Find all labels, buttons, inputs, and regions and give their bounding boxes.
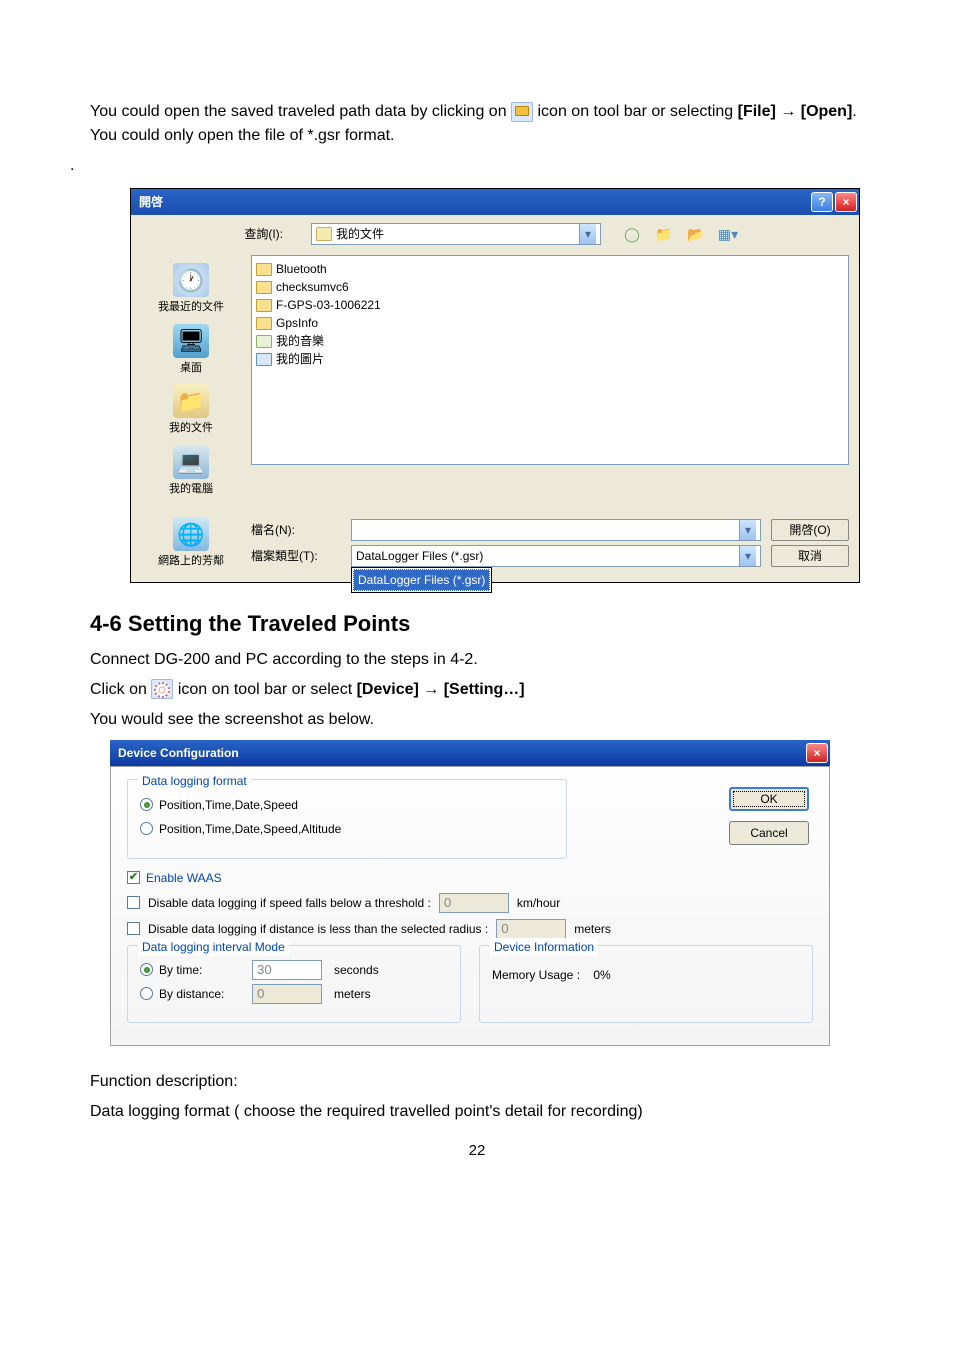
close-button[interactable]: × xyxy=(806,743,828,763)
file-item[interactable]: F-GPS-03-1006221 xyxy=(256,296,844,314)
stray-dot: . xyxy=(70,157,74,174)
up-icon[interactable]: 📁 xyxy=(653,223,675,245)
folder-icon xyxy=(256,281,272,294)
device-dialog-titlebar: Device Configuration × xyxy=(110,740,830,766)
help-button[interactable]: ? xyxy=(811,192,833,212)
music-folder-icon xyxy=(256,335,272,348)
checkbox-icon: ✔ xyxy=(127,871,140,884)
radio-icon xyxy=(140,798,153,811)
checkbox-disable-distance[interactable]: Disable data logging if distance is less… xyxy=(127,919,813,939)
open-button[interactable]: 開啓(O) xyxy=(771,519,849,541)
by-time-input[interactable] xyxy=(252,960,322,980)
filename-input[interactable]: ▾ xyxy=(351,519,761,541)
radio-icon xyxy=(140,987,153,1000)
filename-label: 檔名(N): xyxy=(251,521,341,539)
open-file-dialog: 開啓 ? × 查詢(I): 我的文件 ▾ ◯ 📁 📂 ▦▾ 🕐 我最近的文件 xyxy=(130,188,860,583)
function-desc-label: Function description: xyxy=(90,1070,864,1094)
new-folder-icon[interactable]: 📂 xyxy=(685,223,707,245)
cancel-button[interactable]: Cancel xyxy=(729,821,809,845)
chevron-down-icon: ▾ xyxy=(739,546,756,566)
filetype-dropdown[interactable]: DataLogger Files (*.gsr) ▾ DataLogger Fi… xyxy=(351,545,761,567)
section-heading: 4-6 Setting the Traveled Points xyxy=(90,607,864,640)
checkbox-icon xyxy=(127,896,140,909)
file-item[interactable]: 我的音樂 xyxy=(256,332,844,350)
network-icon: 🌐 xyxy=(173,517,209,551)
cancel-button[interactable]: 取消 xyxy=(771,545,849,567)
format-group-title: Data logging format xyxy=(138,772,251,790)
memory-usage-row: Memory Usage : 0% xyxy=(492,966,800,984)
filetype-option[interactable]: DataLogger Files (*.gsr) xyxy=(353,569,490,591)
file-item[interactable]: 我的圖片 xyxy=(256,350,844,368)
interval-group-title: Data logging interval Mode xyxy=(138,938,289,956)
by-distance-input[interactable] xyxy=(252,984,322,1004)
recent-icon: 🕐 xyxy=(173,263,209,297)
file-menu-text: [File] xyxy=(738,103,776,120)
computer-icon: 💻 xyxy=(173,445,209,479)
section-line1: Connect DG-200 and PC according to the s… xyxy=(90,648,864,672)
radio-icon xyxy=(140,822,153,835)
section-line3: You would see the screenshot as below. xyxy=(90,708,864,732)
look-in-dropdown[interactable]: 我的文件 ▾ xyxy=(311,223,601,245)
place-desktop[interactable]: 🖥 桌面 xyxy=(141,322,241,379)
docs-icon: 📁 xyxy=(173,384,209,418)
file-item[interactable]: GpsInfo xyxy=(256,314,844,332)
view-menu-icon[interactable]: ▦▾ xyxy=(717,223,739,245)
data-logging-desc: Data logging format ( choose the require… xyxy=(90,1100,864,1124)
open-dialog-title: 開啓 xyxy=(139,193,163,211)
place-computer[interactable]: 💻 我的電腦 xyxy=(141,443,241,500)
device-config-dialog: Device Configuration × OK Cancel Data lo… xyxy=(110,740,830,1046)
file-item[interactable]: checksumvc6 xyxy=(256,278,844,296)
radio-icon xyxy=(140,963,153,976)
open-folder-icon xyxy=(511,102,533,122)
radio-position-speed[interactable]: Position,Time,Date,Speed xyxy=(140,796,554,814)
nav-icons: ◯ 📁 📂 ▦▾ xyxy=(621,223,739,245)
look-in-value: 我的文件 xyxy=(336,225,384,243)
chevron-down-icon: ▾ xyxy=(739,520,756,540)
folder-icon xyxy=(256,263,272,276)
device-info-group-title: Device Information xyxy=(490,938,598,956)
folder-icon xyxy=(316,227,332,241)
section-line2: Click on icon on tool bar or select [Dev… xyxy=(90,678,864,702)
intro-part1: You could open the saved traveled path d… xyxy=(90,103,511,120)
settings-gear-icon xyxy=(151,679,173,699)
chevron-down-icon: ▾ xyxy=(579,224,596,244)
place-network[interactable]: 🌐 網路上的芳鄰 xyxy=(141,515,241,572)
radio-position-altitude[interactable]: Position,Time,Date,Speed,Altitude xyxy=(140,820,554,838)
open-dialog-main: 🕐 我最近的文件 🖥 桌面 📁 我的文件 💻 我的電腦 Bluetooth xyxy=(131,251,859,515)
place-recent[interactable]: 🕐 我最近的文件 xyxy=(141,261,241,318)
file-list[interactable]: Bluetooth checksumvc6 F-GPS-03-1006221 G… xyxy=(251,255,849,465)
page-number: 22 xyxy=(90,1140,864,1163)
checkbox-disable-speed[interactable]: Disable data logging if speed falls belo… xyxy=(127,893,813,913)
place-docs[interactable]: 📁 我的文件 xyxy=(141,382,241,439)
folder-icon xyxy=(256,299,272,312)
folder-icon xyxy=(256,317,272,330)
open-dialog-titlebar: 開啓 ? × xyxy=(131,189,859,215)
radio-by-distance[interactable]: By distance: xyxy=(140,985,240,1003)
radio-by-time[interactable]: By time: xyxy=(140,961,240,979)
back-icon[interactable]: ◯ xyxy=(621,223,643,245)
checkbox-enable-waas[interactable]: ✔ Enable WAAS xyxy=(127,869,813,887)
close-button[interactable]: × xyxy=(835,192,857,212)
file-item[interactable]: Bluetooth xyxy=(256,260,844,278)
checkbox-icon xyxy=(127,922,140,935)
intro-part1b: icon on tool bar or selecting xyxy=(538,103,738,120)
pictures-folder-icon xyxy=(256,353,272,366)
intro-paragraph: You could open the saved traveled path d… xyxy=(90,100,864,148)
look-in-label: 查詢(I): xyxy=(141,225,301,243)
distance-radius-input[interactable] xyxy=(496,919,566,939)
memory-usage-value: 0% xyxy=(593,968,610,982)
filetype-label: 檔案類型(T): xyxy=(251,547,341,565)
look-in-row: 查詢(I): 我的文件 ▾ ◯ 📁 📂 ▦▾ xyxy=(131,215,859,251)
open-menu-text: [Open] xyxy=(801,103,853,120)
desktop-icon: 🖥 xyxy=(173,324,209,358)
ok-button[interactable]: OK xyxy=(729,787,809,811)
speed-threshold-input[interactable] xyxy=(439,893,509,913)
